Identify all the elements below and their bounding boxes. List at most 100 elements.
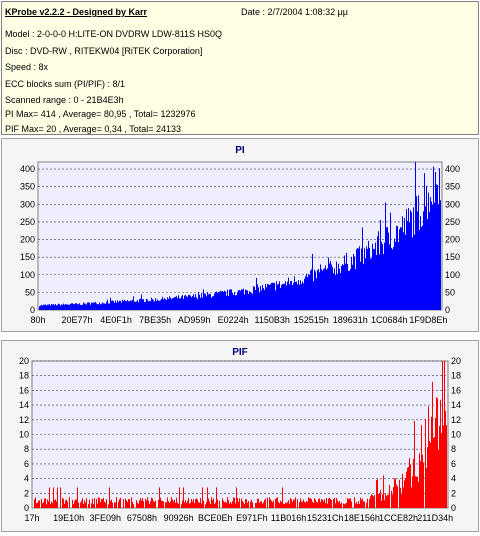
bar [303,283,304,310]
bar [400,227,401,310]
bar [432,204,433,310]
bar [365,258,366,310]
bar [102,302,103,310]
bar [105,502,106,508]
bar [369,499,370,508]
bar [396,484,397,508]
bar [404,480,405,508]
bar [408,466,409,508]
bar [212,500,213,508]
bar [69,497,70,508]
bar [113,301,114,310]
bar [196,498,197,508]
bar [58,303,59,310]
y-tick-label-left: 6 [24,459,29,469]
bar [127,300,128,310]
bar [188,498,189,508]
bar [366,246,367,310]
bar [158,499,159,508]
bar [140,298,141,310]
bar [347,264,348,310]
bar [402,216,403,310]
bar [148,500,149,508]
bar [77,303,78,310]
pi-chart-panel: PI 0 0 50 50 100 100 150 150 200 200 250 250 300 300 35… [1,138,479,332]
bar [347,498,348,508]
bar [71,303,72,310]
bar [78,502,79,508]
bar [410,464,411,508]
bar [157,299,158,310]
bar [98,497,99,508]
bar [250,501,251,508]
bar [377,479,378,508]
bar [224,502,225,508]
bar [433,437,434,508]
bar [303,499,304,508]
bar [292,502,293,508]
bar [441,432,442,508]
bar [91,503,92,508]
bar [346,502,347,508]
bar [154,501,155,508]
x-tick-label: 19E10h [53,513,84,523]
bar [350,498,351,508]
bar [87,302,88,310]
bar [437,398,438,508]
bar [140,498,141,508]
bar [274,282,275,310]
bar [92,302,93,310]
bar [219,500,220,508]
bar [322,270,323,310]
bar [160,497,161,508]
bar [260,501,261,508]
bar [406,209,407,310]
bar [125,498,126,508]
bar [280,288,281,310]
bar [235,295,236,310]
bar [364,248,365,310]
bar [68,304,69,310]
bar [114,302,115,310]
bar [395,241,396,310]
bar [63,498,64,508]
bar [41,499,42,508]
bar [147,299,148,310]
bar [232,501,233,508]
bar [231,503,232,508]
x-tick-label: 152515h [294,315,329,325]
y-tick-label-left: 0 [30,305,35,315]
bar [440,200,441,310]
bar [51,501,52,508]
bar [206,296,207,310]
bar [233,295,234,310]
bar [175,502,176,508]
y-tick-label-right: 200 [445,235,460,245]
x-tick-label: 1150B3h [255,315,290,325]
bar [64,304,65,310]
bar [47,499,48,508]
bar [393,246,394,310]
y-tick-label-left: 50 [25,287,35,297]
bar [297,284,298,310]
bar [120,300,121,310]
chart-title: PI [235,145,245,156]
bar [286,503,287,508]
bar [145,498,146,508]
bar [35,497,36,508]
bar [269,284,270,310]
bar [354,497,355,508]
bar [279,503,280,508]
bar [135,301,136,310]
bar [133,296,134,310]
bar [247,290,248,310]
bar [261,290,262,310]
bar [318,269,319,310]
bar [379,493,380,508]
bar [116,302,117,310]
bar [197,299,198,310]
bar [318,498,319,508]
pi-chart: PI 0 0 50 50 100 100 150 150 200 200 250 250 300 300 35… [20,145,460,325]
y-tick-label-left: 16 [19,385,29,395]
bar [110,500,111,508]
